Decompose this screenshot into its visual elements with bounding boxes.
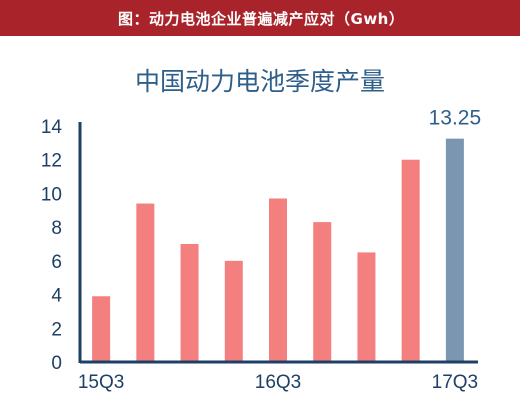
y-tick-label: 12 <box>41 151 62 172</box>
bar-16Q3 <box>269 198 287 362</box>
y-tick-label: 6 <box>51 252 62 273</box>
y-tick-label: 4 <box>51 286 62 307</box>
x-axis-ticks: 15Q3 16Q3 17Q3 <box>78 372 478 393</box>
bar-16Q4 <box>313 222 332 362</box>
y-tick-label: 10 <box>41 184 62 205</box>
y-tick-label: 0 <box>51 353 62 374</box>
bars <box>92 138 464 362</box>
bar-17Q2 <box>401 159 420 362</box>
x-tick-label: 17Q3 <box>432 372 478 393</box>
bar-16Q1 <box>180 244 199 362</box>
header-bar: 图：动力电池企业普遍减产应对（Gwh） <box>0 0 520 36</box>
bar-16Q2 <box>224 260 243 362</box>
header-title: 图：动力电池企业普遍减产应对（Gwh） <box>118 9 405 28</box>
y-tick-label: 8 <box>51 218 62 239</box>
x-tick-label: 16Q3 <box>255 372 301 393</box>
bar-15Q4 <box>136 203 155 362</box>
bar-15Q3 <box>92 296 111 362</box>
bar-17Q3 <box>445 138 464 362</box>
y-tick-label: 2 <box>51 319 62 340</box>
bar-17Q1 <box>357 252 376 362</box>
y-axis-ticks: 0 2 4 6 8 10 12 14 <box>41 117 63 374</box>
y-tick-label: 14 <box>41 117 63 138</box>
x-tick-label: 15Q3 <box>78 372 124 393</box>
data-label: 13.25 <box>429 107 482 130</box>
chart-title: 中国动力电池季度产量 <box>134 67 385 96</box>
data-labels: 13.25 <box>429 107 482 130</box>
